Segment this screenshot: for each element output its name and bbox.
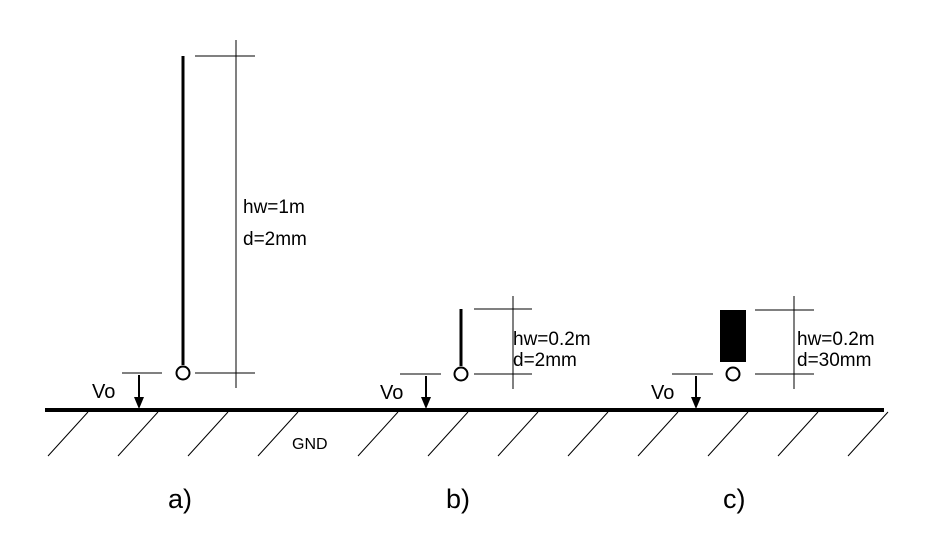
voltage-label: Vo <box>380 382 403 404</box>
height-label: hw=0.2m <box>513 329 591 350</box>
feed-point <box>175 365 191 381</box>
panel-a: Vo hw=1m d=2mm a) <box>92 40 307 514</box>
dimension-lines <box>672 296 814 389</box>
voltage-label: Vo <box>92 381 115 403</box>
voltage-label: Vo <box>651 382 674 404</box>
diameter-label: d=30mm <box>797 350 871 371</box>
ground-hatching <box>47 411 889 457</box>
dimension-lines <box>400 296 532 389</box>
panel-b: Vo hw=0.2m d=2mm b) <box>380 296 591 514</box>
diameter-label: d=2mm <box>243 229 307 250</box>
feed-point <box>725 366 741 382</box>
height-label: hw=0.2m <box>797 329 875 350</box>
panel-caption: a) <box>168 484 192 514</box>
feed-point <box>453 366 469 382</box>
height-label: hw=1m <box>243 197 305 218</box>
panel-caption: c) <box>723 484 746 514</box>
diameter-label: d=2mm <box>513 350 577 371</box>
dimension-lines <box>122 40 255 388</box>
ground-label: GND <box>292 436 328 453</box>
voltage-arrow <box>134 375 144 409</box>
panel-caption: b) <box>446 484 470 514</box>
panel-c: Vo hw=0.2m d=30mm c) <box>651 296 875 514</box>
voltage-arrow <box>691 376 701 409</box>
voltage-arrow <box>421 376 431 409</box>
antenna-cylinder <box>720 310 746 362</box>
